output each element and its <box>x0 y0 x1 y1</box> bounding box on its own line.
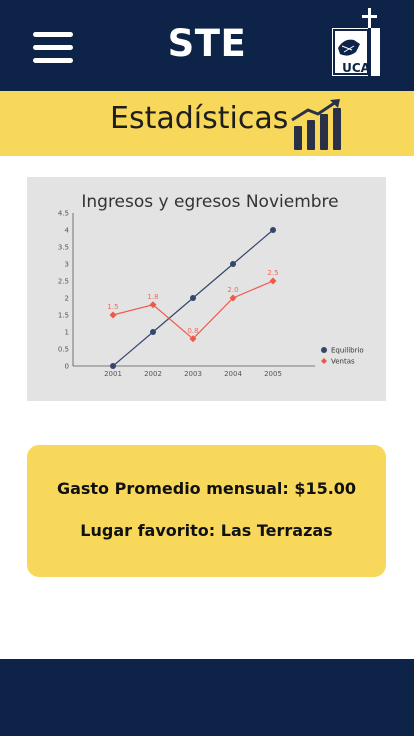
legend-label: Ventas <box>331 358 355 366</box>
legend-marker <box>321 358 327 364</box>
data-point <box>110 363 116 369</box>
logo-text: UCA <box>342 61 371 75</box>
y-tick-label: 3.5 <box>58 244 69 252</box>
y-tick-label: 2.5 <box>58 278 69 286</box>
legend-marker <box>321 347 327 353</box>
data-point <box>109 311 117 319</box>
legend-label: Equilibrio <box>331 347 364 355</box>
line-chart: Ingresos y egresos Noviembre 0 0.5 1 1.5 2 2.… <box>58 192 364 378</box>
x-tick-label: 2005 <box>264 370 282 378</box>
hamburger-menu-icon[interactable] <box>33 32 73 64</box>
data-point <box>269 277 277 285</box>
x-tick-label: 2002 <box>144 370 162 378</box>
data-label: 0.8 <box>187 327 198 335</box>
data-point <box>190 295 196 301</box>
y-tick-label: 2 <box>65 295 69 303</box>
income-expense-chart: Ingresos y egresos Noviembre 0 0.5 1 1.5 2 2.… <box>27 177 386 401</box>
y-tick-label: 4 <box>65 227 70 235</box>
y-tick-label: 1.5 <box>58 312 69 320</box>
data-label: 2.5 <box>267 269 278 277</box>
y-tick-label: 0 <box>65 363 69 371</box>
summary-card: Gasto Promedio mensual: $15.00 Lugar fav… <box>27 445 386 577</box>
x-tick-label: 2004 <box>224 370 242 378</box>
data-label: 1.5 <box>107 303 118 311</box>
section-header: Estadísticas <box>0 91 414 156</box>
y-tick-label: 1 <box>65 329 69 337</box>
uca-logo: UCA <box>332 8 380 76</box>
bar-chart-growth-icon <box>291 99 341 150</box>
y-tick-label: 4.5 <box>58 210 69 218</box>
data-label: 1.8 <box>147 293 158 301</box>
y-tick-label: 0.5 <box>58 346 69 354</box>
data-point <box>230 261 236 267</box>
top-app-bar: STE UCA <box>0 0 414 91</box>
data-point <box>270 227 276 233</box>
favorite-place-text: Lugar favorito: Las Terrazas <box>80 521 333 540</box>
chart-title: Ingresos y egresos Noviembre <box>81 192 338 212</box>
avg-spend-text: Gasto Promedio mensual: $15.00 <box>56 479 357 498</box>
data-point <box>150 329 156 335</box>
section-title: Estadísticas <box>110 101 289 136</box>
data-point <box>149 301 157 309</box>
data-point <box>189 335 197 343</box>
x-tick-label: 2001 <box>104 370 122 378</box>
app-title: STE <box>167 22 247 65</box>
data-label: 2.0 <box>227 286 238 294</box>
data-point <box>229 294 237 302</box>
x-tick-label: 2003 <box>184 370 202 378</box>
y-tick-label: 3 <box>65 261 69 269</box>
bottom-bar <box>0 659 414 736</box>
